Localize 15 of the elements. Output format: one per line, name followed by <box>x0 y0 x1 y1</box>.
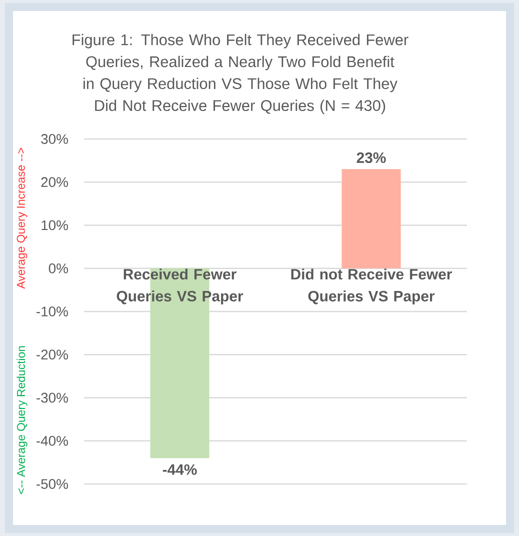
text: Average Query Increase --> <box>16 148 28 289</box>
y-tick-label: 20% <box>41 177 68 188</box>
x-tick-label: Did not Receive Fewer Queries VS Paper <box>291 268 452 304</box>
data-label: 23% <box>356 152 386 163</box>
y-tick-label: 10% <box>42 220 68 230</box>
y-tick-label: 30% <box>41 134 68 144</box>
chart-title: Figure 1: Those Who Felt They Received Fewer Queries, Realized a Nearly Two Fold Benefit in Query Reduction VS Those Who Felt They Did Not Receive Fewer Queries (N = 430) <box>72 34 408 114</box>
text: <-- Average Query Reduction <box>16 346 28 494</box>
y-tick-label: -50% <box>36 479 68 489</box>
y-tick-label: -30% <box>36 392 68 403</box>
data-label: -44% <box>162 464 197 475</box>
y-tick-label: 0% <box>48 263 68 274</box>
y-tick-label: -20% <box>36 350 68 360</box>
y-tick-label: -10% <box>36 306 68 316</box>
y-tick-label: -40% <box>36 436 68 446</box>
